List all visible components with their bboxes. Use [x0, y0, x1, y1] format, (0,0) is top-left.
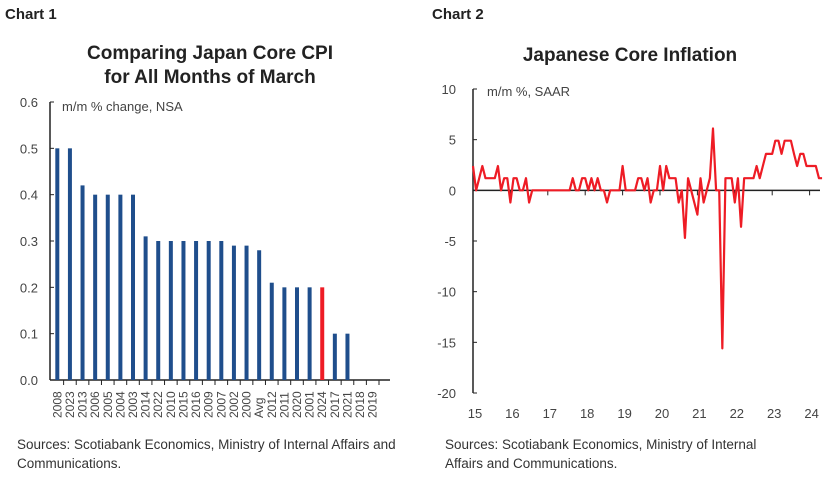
bar-2020: [295, 287, 299, 380]
chart1-label: Chart 1: [5, 6, 57, 23]
y-tick-label: 10: [442, 82, 456, 97]
bar-2013: [80, 185, 85, 380]
x-tick-label: 16: [505, 406, 519, 421]
y-tick-label: 0.6: [20, 95, 38, 110]
x-tick-label: 2020: [290, 391, 304, 418]
x-tick-label: 2016: [189, 391, 203, 418]
x-tick-label: 2014: [139, 391, 153, 418]
x-tick-label: 2021: [340, 391, 354, 418]
bar-2001: [307, 287, 312, 380]
bar-2024: [320, 287, 325, 380]
y-tick-label: 0.4: [20, 188, 38, 203]
bar-2000: [244, 245, 249, 380]
bar-2003: [131, 194, 135, 380]
x-tick-label: Avg: [252, 398, 266, 418]
y-tick-label: -5: [444, 234, 456, 249]
x-tick-label: 2024: [315, 391, 329, 418]
x-tick-label: 2007: [214, 391, 228, 418]
y-tick-label: 5: [449, 133, 456, 148]
x-tick-label: 2010: [164, 391, 178, 418]
x-tick-label: 23: [767, 406, 781, 421]
y-tick-label: -15: [437, 335, 456, 350]
chart1-source: Sources: Scotiabank Economics, Ministry …: [17, 437, 396, 471]
x-tick-label: 22: [730, 406, 744, 421]
bar-2006: [93, 194, 98, 380]
y-tick-label: 0: [449, 183, 456, 198]
y-tick-label: 0.0: [20, 373, 38, 388]
x-tick-label: 2004: [113, 391, 127, 418]
x-tick-label: 2013: [76, 391, 90, 418]
bar-2007: [219, 241, 224, 380]
y-tick-label: -10: [437, 285, 456, 300]
chart2-label: Chart 2: [432, 6, 484, 23]
bar-2022: [156, 241, 161, 380]
x-tick-label: 19: [617, 406, 631, 421]
bar-Avg: [257, 250, 262, 380]
x-tick-label: 2006: [88, 391, 102, 418]
bar-2002: [231, 245, 236, 380]
x-tick-label: 2005: [101, 391, 115, 418]
x-tick-label: 15: [468, 406, 482, 421]
x-tick-label: 2019: [366, 391, 380, 418]
bar-2009: [206, 241, 211, 380]
x-tick-label: 2012: [265, 391, 279, 418]
x-tick-label: 2015: [176, 391, 190, 418]
x-tick-label: 20: [655, 406, 669, 421]
x-tick-label: 2023: [63, 391, 77, 418]
bar-2008: [55, 148, 60, 380]
x-tick-label: 2018: [353, 391, 367, 418]
x-tick-label: 2011: [277, 392, 291, 418]
y-tick-label: -20: [437, 386, 456, 401]
x-tick-label: 17: [543, 406, 557, 421]
bar-2015: [181, 241, 186, 380]
bar-2005: [105, 194, 110, 380]
bar-2004: [118, 194, 123, 380]
x-tick-label: 24: [804, 406, 818, 421]
y-tick-label: 0.1: [20, 327, 38, 342]
chart2-title: Japanese Core Inflation: [522, 45, 738, 66]
y-tick-label: 0.5: [20, 141, 38, 156]
x-tick-label: 2000: [240, 391, 254, 418]
chart2-source: Sources: Scotiabank Economics, Ministry …: [445, 437, 757, 471]
bar-2014: [143, 236, 148, 380]
x-tick-label: 2001: [303, 391, 317, 418]
bar-2012: [269, 282, 274, 380]
y-tick-label: 0.2: [20, 280, 38, 295]
y-tick-label: 0.3: [20, 234, 38, 249]
inflation-series-line: [471, 127, 823, 350]
x-tick-label: 2017: [328, 391, 342, 418]
bar-2010: [168, 241, 173, 380]
unit-label: m/m % change, NSA: [62, 99, 183, 114]
x-tick-label: 2022: [151, 391, 165, 418]
chart1-title-line2: for All Months of March: [104, 67, 316, 88]
bar-2016: [194, 241, 199, 380]
bar-2021: [345, 333, 350, 380]
bar-2023: [67, 148, 72, 380]
chart1-title: Comparing Japan Core CPI for All Months …: [40, 42, 380, 90]
bar-2017: [332, 333, 337, 380]
x-tick-label: 21: [692, 406, 706, 421]
x-tick-label: 2002: [227, 391, 241, 418]
bar-2011: [282, 287, 287, 380]
unit-label: m/m %, SAAR: [487, 84, 570, 99]
x-tick-label: 18: [580, 406, 594, 421]
x-tick-label: 2009: [202, 391, 216, 418]
x-tick-label: 2003: [126, 391, 140, 418]
x-tick-label: 2008: [50, 391, 64, 418]
chart1-title-line1: Comparing Japan Core CPI: [87, 43, 333, 64]
